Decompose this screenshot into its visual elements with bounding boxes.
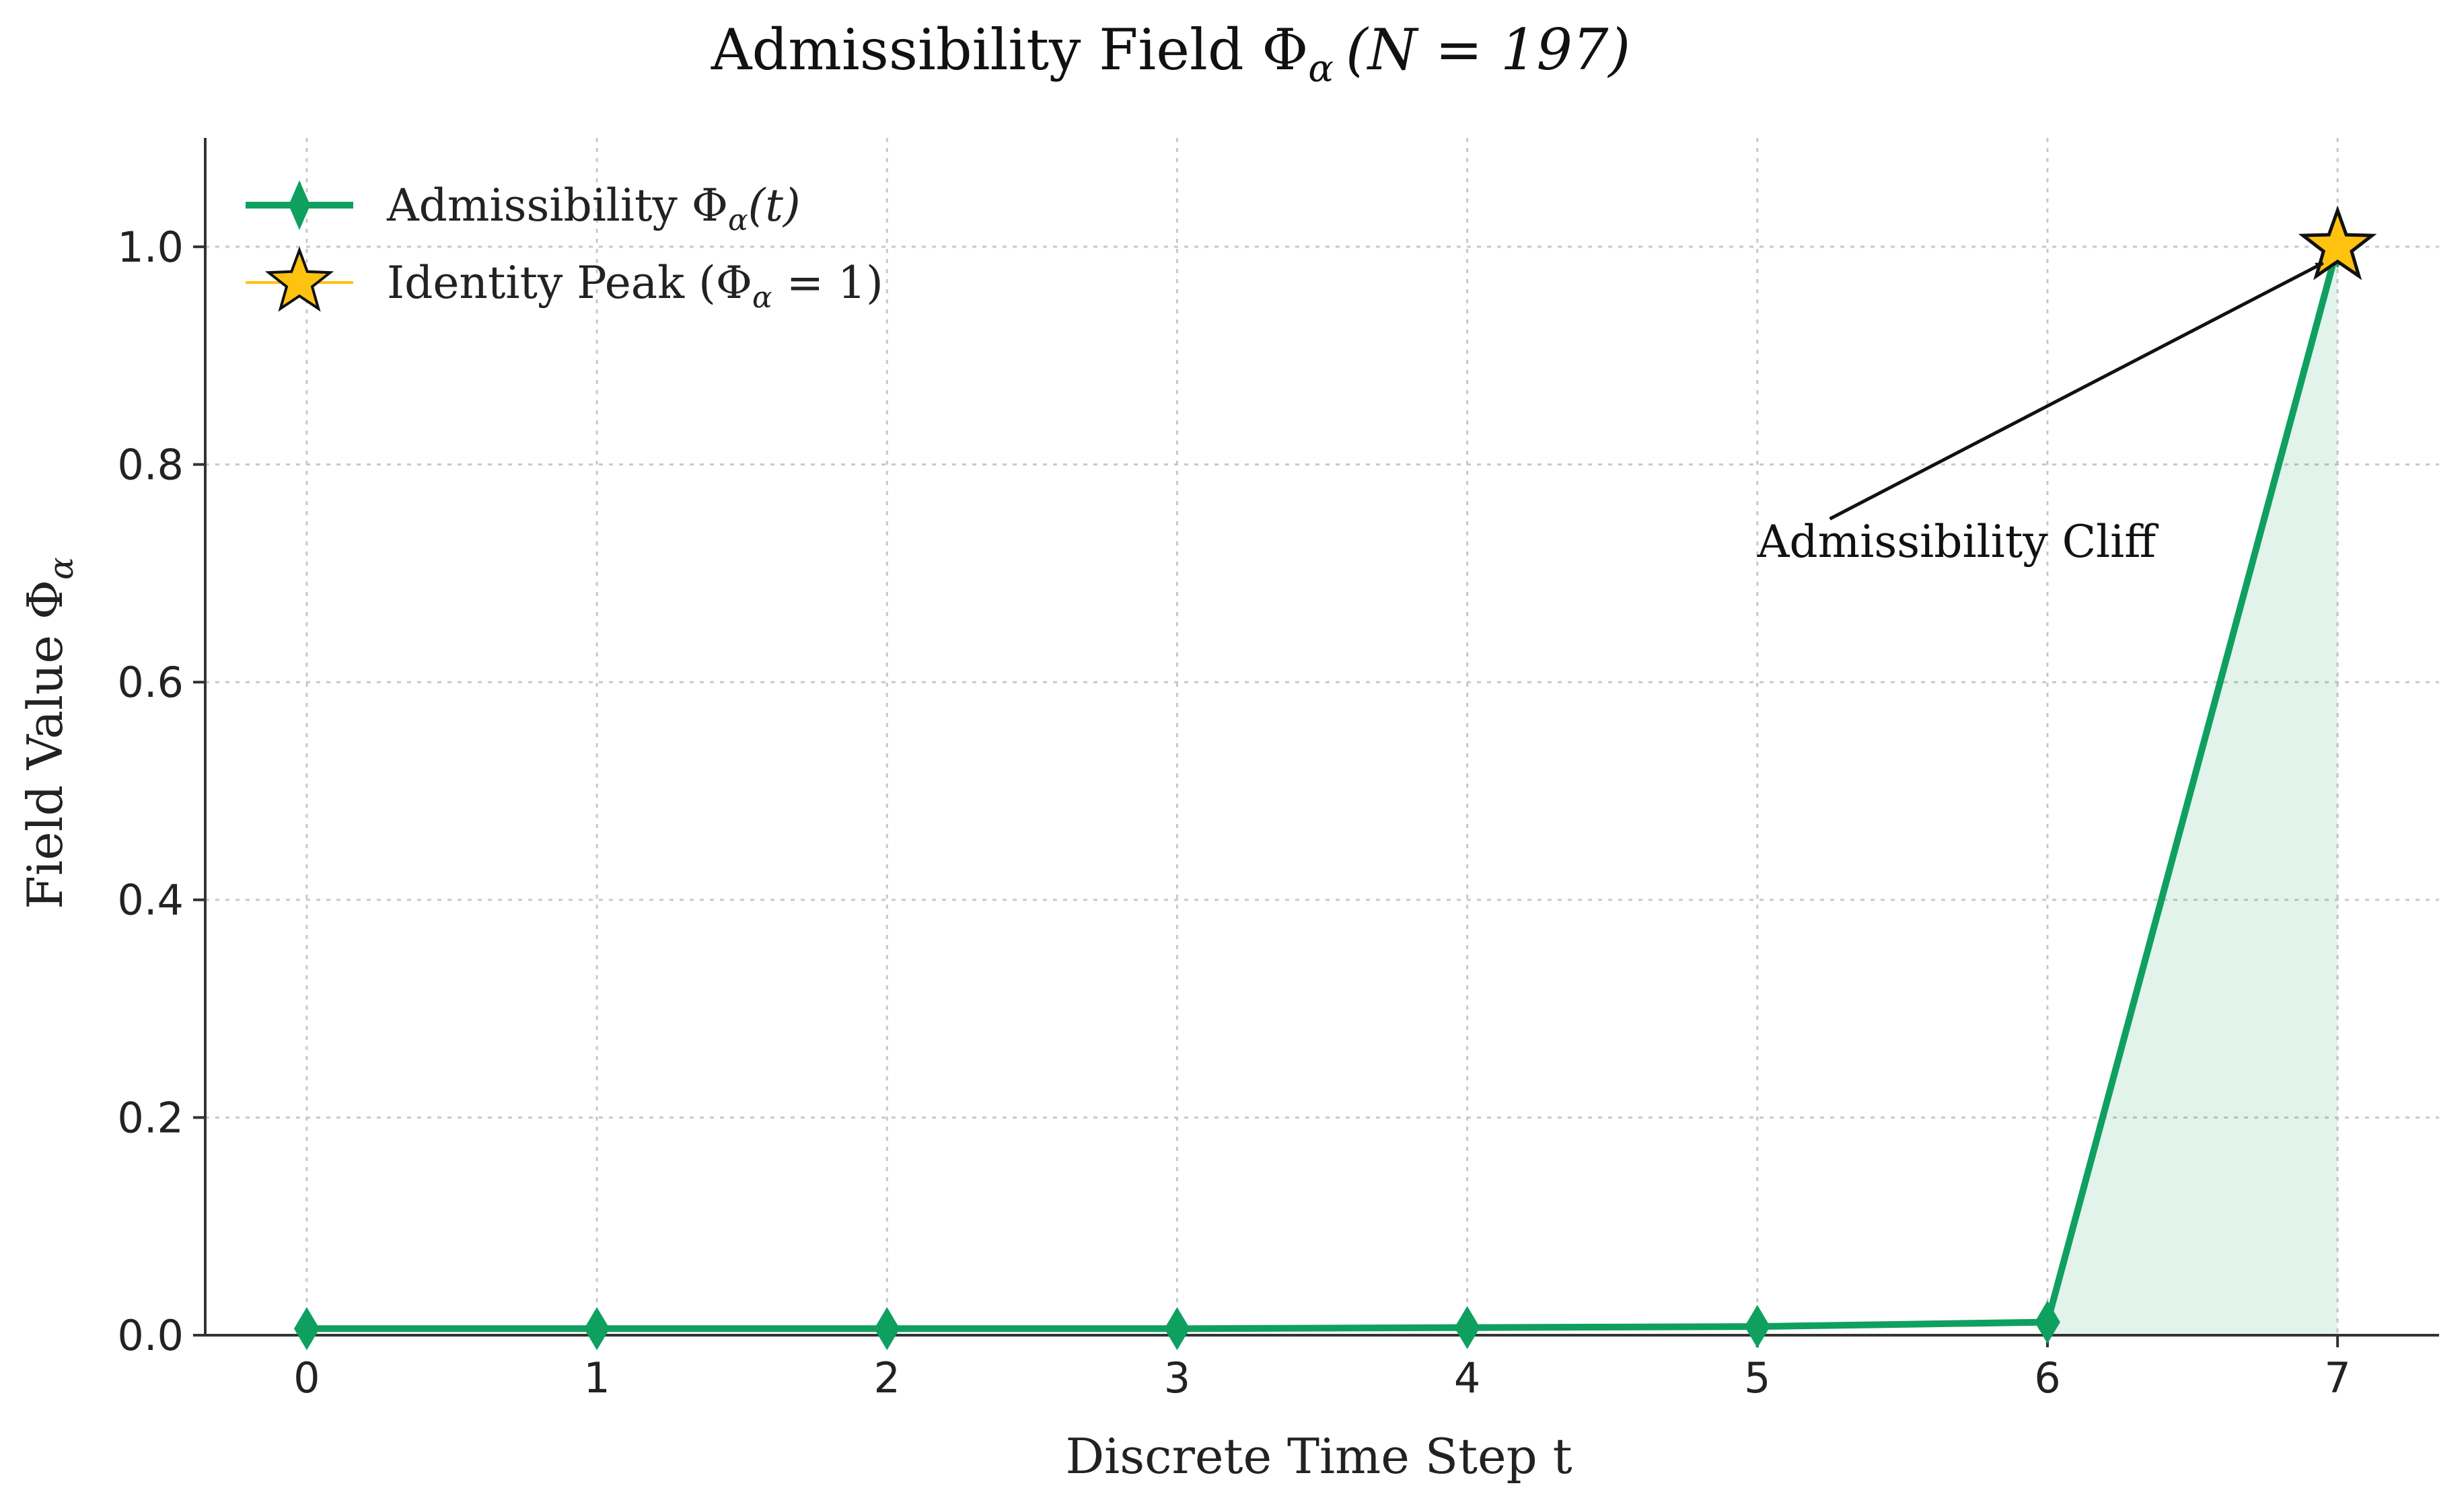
legend-diamond-icon: [289, 180, 310, 230]
legend-label-series-tail: (t): [748, 180, 801, 231]
y-tick-label-5: 1.0: [117, 223, 184, 272]
y-tick-label-1: 0.2: [117, 1093, 184, 1142]
x-tick-label-5: 5: [1744, 1353, 1770, 1402]
legend-label-series-main: Admissibility Φ: [386, 180, 728, 231]
x-tick-label-3: 3: [1164, 1353, 1190, 1402]
y-tick-label-2: 0.4: [117, 876, 184, 925]
series-0-point-0: [293, 1307, 320, 1351]
tick-labels: 0 1 2 3 4 5 6 7 0.0 0.2 0.4 0.6 0.8 1.0: [117, 223, 2350, 1402]
legend-label-peak-main: Identity Peak (Φ: [387, 257, 752, 309]
chart-title-main: Admissibility Field Φ: [711, 17, 1308, 83]
y-tick-label-4: 0.8: [117, 440, 184, 489]
legend-label-peak: Identity Peak (Φα = 1): [387, 257, 883, 315]
annotation-layer: Admissibility Cliff: [1757, 261, 2324, 568]
y-axis-label: Field Value Φα: [17, 557, 81, 909]
legend-star-icon: [264, 246, 334, 312]
y-tick-label-0: 0.0: [117, 1311, 184, 1360]
chart-title-tail: (N = 197): [1346, 17, 1630, 83]
chart-title-subscript: α: [1308, 47, 1334, 91]
x-tick-label-6: 6: [2034, 1353, 2060, 1402]
chart-title: Admissibility Field Φα (N = 197): [711, 17, 1630, 91]
series-0-point-4: [1454, 1306, 1480, 1349]
y-tick-label-3: 0.6: [117, 658, 184, 707]
series-0-point-1: [584, 1307, 610, 1351]
y-axis-label-main: Field Value Φ: [17, 580, 73, 909]
x-tick-label-2: 2: [874, 1353, 900, 1402]
legend: Admissibility Φα(t) Identity Peak (Φα = …: [246, 180, 883, 315]
series-0-point-3: [1164, 1307, 1190, 1351]
series-0-point-6: [2034, 1300, 2060, 1344]
x-tick-label-0: 0: [293, 1353, 320, 1402]
series-0-line: [303, 243, 2342, 1333]
legend-label-peak-subscript: α: [752, 280, 772, 315]
series-0-point-5: [1744, 1305, 1770, 1349]
x-axis-label: Discrete Time Step t: [1065, 1428, 1572, 1485]
legend-label-peak-tail: = 1): [772, 257, 883, 309]
series-0-point-2: [874, 1307, 900, 1351]
y-axis-label-subscript: α: [42, 557, 81, 580]
x-tick-label-7: 7: [2324, 1353, 2350, 1402]
y-axis-label-group: Field Value Φα: [17, 557, 81, 909]
grid-lines: [205, 138, 2439, 1337]
series-layer: [293, 205, 2377, 1351]
x-tick-label-4: 4: [1454, 1353, 1480, 1402]
annotation-arrow-0: [1829, 261, 2324, 521]
legend-label-series: Admissibility Φα(t): [386, 180, 801, 237]
legend-label-series-subscript: α: [728, 203, 748, 237]
axes: [204, 138, 2439, 1337]
annotation-label-0: Admissibility Cliff: [1757, 516, 2159, 568]
x-tick-label-1: 1: [583, 1353, 610, 1402]
identity-peak-star-icon: [2298, 205, 2377, 280]
